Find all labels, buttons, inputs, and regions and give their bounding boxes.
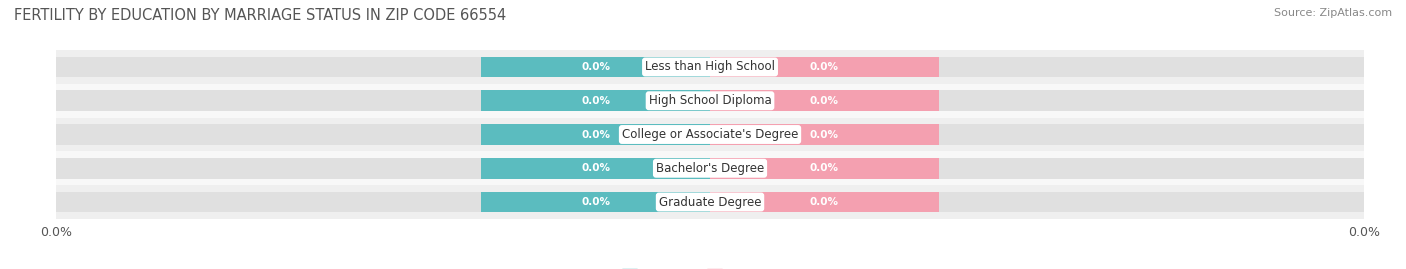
Text: 0.0%: 0.0% xyxy=(810,62,839,72)
Text: 0.0%: 0.0% xyxy=(810,129,839,140)
Bar xyxy=(56,185,1364,219)
Bar xyxy=(56,151,1364,185)
Text: Less than High School: Less than High School xyxy=(645,61,775,73)
Text: 0.0%: 0.0% xyxy=(581,197,610,207)
Text: 0.0%: 0.0% xyxy=(581,62,610,72)
Bar xyxy=(56,118,1364,151)
Text: High School Diploma: High School Diploma xyxy=(648,94,772,107)
Bar xyxy=(481,124,710,145)
Text: FERTILITY BY EDUCATION BY MARRIAGE STATUS IN ZIP CODE 66554: FERTILITY BY EDUCATION BY MARRIAGE STATU… xyxy=(14,8,506,23)
Bar xyxy=(481,192,710,213)
Bar xyxy=(56,90,1364,111)
Bar xyxy=(56,56,1364,77)
Bar xyxy=(710,124,939,145)
Bar xyxy=(710,158,939,179)
Bar xyxy=(56,158,1364,179)
Text: 0.0%: 0.0% xyxy=(581,96,610,106)
Bar xyxy=(710,56,939,77)
Bar xyxy=(481,90,710,111)
Text: 0.0%: 0.0% xyxy=(581,163,610,173)
Bar xyxy=(56,192,1364,213)
Bar xyxy=(56,124,1364,145)
Bar xyxy=(56,84,1364,118)
Text: 0.0%: 0.0% xyxy=(810,163,839,173)
Text: College or Associate's Degree: College or Associate's Degree xyxy=(621,128,799,141)
Bar xyxy=(481,56,710,77)
Text: 0.0%: 0.0% xyxy=(810,197,839,207)
Bar xyxy=(56,50,1364,84)
Text: 0.0%: 0.0% xyxy=(810,96,839,106)
Text: Source: ZipAtlas.com: Source: ZipAtlas.com xyxy=(1274,8,1392,18)
Bar xyxy=(710,90,939,111)
Text: Bachelor's Degree: Bachelor's Degree xyxy=(657,162,763,175)
Text: 0.0%: 0.0% xyxy=(581,129,610,140)
Legend: Married, Unmarried: Married, Unmarried xyxy=(617,264,803,269)
Bar xyxy=(710,192,939,213)
Text: Graduate Degree: Graduate Degree xyxy=(659,196,761,208)
Bar xyxy=(481,158,710,179)
